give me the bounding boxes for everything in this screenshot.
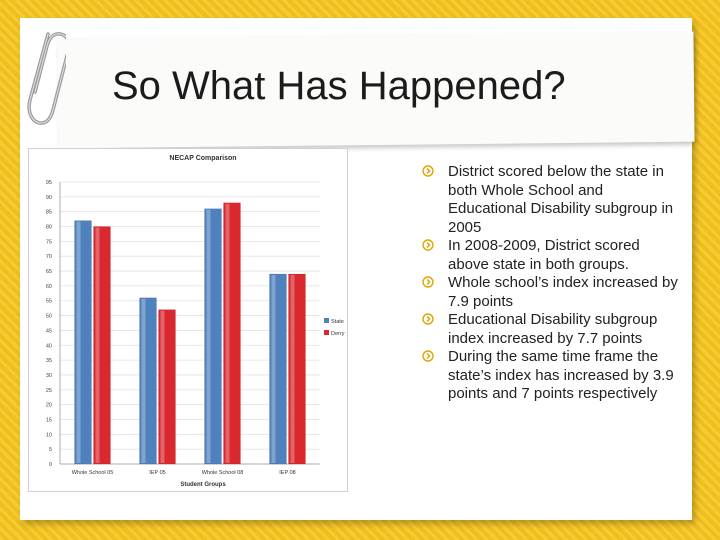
y-tick-label: 30 [46,373,52,379]
bar-state-0 [74,220,92,465]
bullet-arrow-icon [422,276,434,288]
legend-swatch [324,330,329,335]
bar-highlight [76,221,81,463]
y-tick-label: 10 [46,432,52,438]
bar-highlight [206,209,211,463]
y-tick-label: 0 [49,462,52,468]
legend-label: State [331,319,344,325]
bullet-item: Educational Disability subgroup index in… [422,311,684,348]
y-tick-label: 75 [46,239,52,245]
y-tick-label: 35 [46,358,52,364]
y-tick-label: 25 [46,388,52,394]
bullet-text: Whole school’s index increased by 7.9 po… [448,274,678,310]
y-tick-label: 55 [46,299,52,305]
bar-derry-2 [223,202,241,465]
bullet-item: During the same time frame the state’s i… [422,348,684,404]
y-tick-label: 20 [46,403,52,409]
bar-derry-0 [93,226,111,465]
y-tick-label: 85 [46,210,52,216]
bullet-text: In 2008-2009, District scored above stat… [448,237,640,273]
bullet-arrow-icon [422,350,434,362]
bar-highlight [225,203,230,464]
bullet-arrow-icon [422,239,434,251]
bullet-text: During the same time frame the state’s i… [448,348,674,402]
legend-label: Derry [331,331,345,337]
y-tick-label: 15 [46,417,52,423]
chart-panel: NECAP Comparison 0 5 10 15 20 25 30 35 40 45 50 55 60… [28,148,348,492]
bar-highlight [160,310,165,463]
bullet-list: District scored below the state in both … [422,163,684,404]
y-tick-label: 60 [46,284,52,290]
bar-highlight [271,275,276,463]
bullet-item: Whole school’s index increased by 7.9 po… [422,274,684,311]
y-tick-label: 80 [46,225,52,231]
bar-highlight [141,298,146,463]
y-tick-label: 90 [46,195,52,201]
y-tick-label: 50 [46,314,52,320]
x-tick-label: IEP 08 [279,470,295,476]
y-tick-label: 5 [49,447,52,453]
x-tick-label: Whole School 08 [202,470,244,476]
bullet-item: In 2008-2009, District scored above stat… [422,237,684,274]
y-tick-label: 45 [46,328,52,334]
bullet-arrow-icon [422,165,434,177]
bar-derry-1 [158,309,176,465]
paperclip-icon [27,32,66,125]
x-tick-label: IEP 05 [149,470,165,476]
bullet-arrow-icon [422,313,434,325]
y-tick-label: 95 [46,180,52,186]
bar-derry-3 [288,273,306,465]
bullet-text: Educational Disability subgroup index in… [448,311,658,347]
bullet-item: District scored below the state in both … [422,163,684,237]
bar-highlight [290,275,295,463]
bar-state-2 [204,208,222,465]
y-tick-label: 70 [46,254,52,260]
legend-swatch [324,318,329,323]
y-tick-label: 65 [46,269,52,275]
bullet-text: District scored below the state in both … [448,163,674,236]
necap-comparison-chart: NECAP Comparison 0 5 10 15 20 25 30 35 40 45 50 55 60… [28,148,348,492]
x-axis-label: Student Groups [180,482,226,488]
x-tick-label: Whole School 05 [72,470,114,476]
bar-highlight [95,227,100,463]
chart-title: NECAP Comparison [169,155,236,162]
y-tick-label: 40 [46,343,52,349]
bar-state-3 [269,273,287,465]
slide-title: So What Has Happened? [112,64,566,108]
bar-state-1 [139,297,157,465]
